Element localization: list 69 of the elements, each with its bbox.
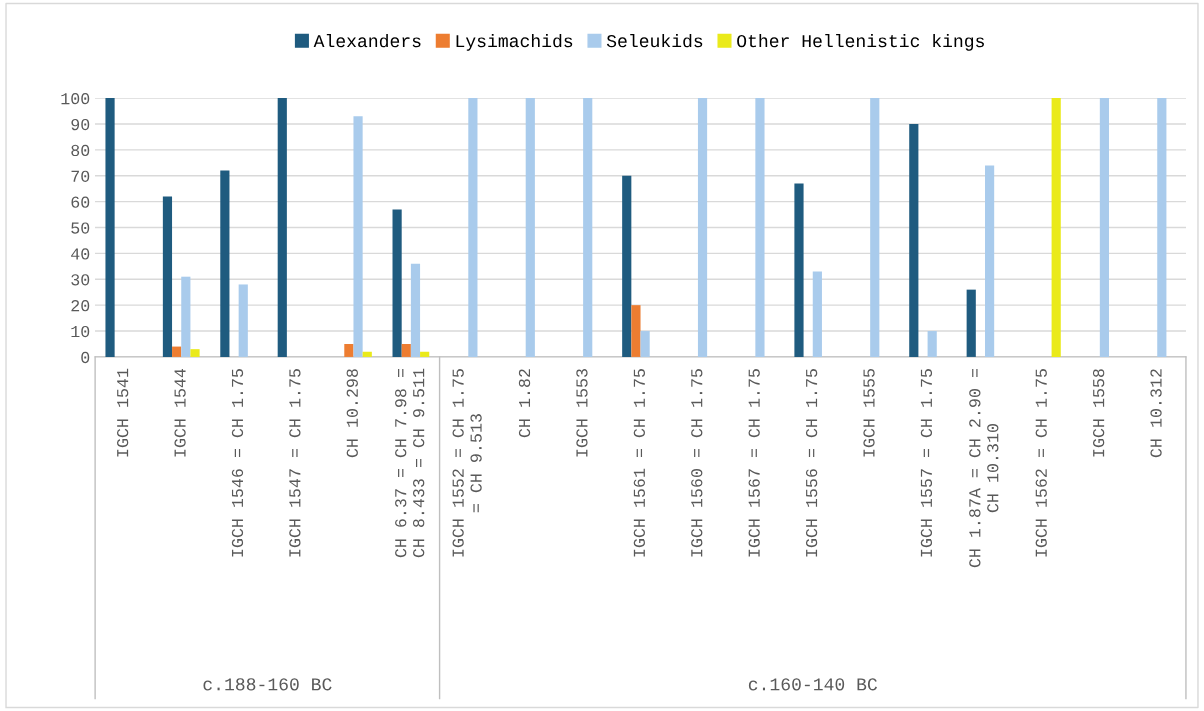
x-tick-label: IGCH 1562 = CH 1.75 bbox=[1035, 369, 1047, 557]
bar bbox=[344, 343, 354, 357]
bar bbox=[697, 98, 708, 357]
legend-label: Seleukids bbox=[606, 33, 703, 48]
x-tick-label: CH 1.87A = CH 2.90 = CH 10.310 bbox=[969, 369, 999, 568]
bar bbox=[812, 271, 822, 357]
x-tick-label: IGCH 1547 = CH 1.75 bbox=[289, 369, 301, 557]
bar bbox=[181, 276, 191, 357]
bar bbox=[755, 98, 765, 357]
bar bbox=[525, 98, 535, 357]
x-tick-label: IGCH 1546 = CH 1.75 bbox=[231, 369, 244, 557]
y-tick-label: 20 bbox=[71, 300, 90, 312]
y-tick-label: 60 bbox=[71, 196, 90, 208]
bar bbox=[622, 175, 632, 357]
legend-label: Alexanders bbox=[313, 33, 421, 48]
text: c.160-140 BC bbox=[748, 678, 877, 691]
x-tick-label: CH 6.37 = CH 7.98 = CH 8.433 = CH 9.511 bbox=[395, 368, 425, 558]
y-tick-label: 100 bbox=[61, 93, 90, 105]
bar bbox=[410, 263, 421, 357]
x-tick-label: CH 1.82 bbox=[518, 369, 531, 438]
text: c.188-160 BC bbox=[203, 678, 332, 691]
x-tick-label: CH 10.298 bbox=[346, 369, 358, 458]
y-tick-label: 50 bbox=[71, 222, 90, 234]
bar bbox=[1157, 98, 1167, 357]
bar bbox=[162, 196, 173, 357]
bar bbox=[794, 183, 804, 357]
x-tick-label: IGCH 1558 bbox=[1092, 369, 1105, 457]
y-tick-label: 10 bbox=[71, 325, 90, 338]
x-tick-label: IGCH 1555 bbox=[863, 369, 875, 457]
bar bbox=[362, 351, 372, 357]
y-tick-label: 70 bbox=[71, 170, 90, 182]
bar bbox=[190, 349, 200, 357]
bar bbox=[468, 98, 478, 357]
legend-label: Other Hellenistic kings bbox=[737, 33, 984, 51]
x-tick-label: IGCH 1552 = CH 1.75 = CH 9.513 bbox=[452, 369, 482, 557]
bar bbox=[870, 98, 880, 357]
y-tick-label: 40 bbox=[71, 248, 90, 260]
x-tick-label: IGCH 1561 = CH 1.75 bbox=[633, 369, 645, 557]
bar bbox=[583, 98, 593, 357]
bar bbox=[1051, 98, 1061, 357]
bar bbox=[392, 209, 402, 357]
bar bbox=[909, 124, 919, 357]
x-tick-label: CH 10.312 bbox=[1150, 369, 1162, 458]
bar bbox=[172, 346, 182, 357]
bar bbox=[420, 351, 430, 357]
bar bbox=[631, 305, 641, 357]
bar bbox=[105, 98, 115, 357]
x-tick-label: IGCH 1541 bbox=[116, 368, 129, 457]
bar bbox=[401, 343, 411, 357]
y-tick-label: 90 bbox=[71, 118, 90, 131]
x-tick-label: IGCH 1544 bbox=[174, 368, 186, 457]
bar bbox=[238, 284, 248, 357]
y-tick-label: 0 bbox=[81, 351, 90, 364]
bar bbox=[220, 170, 230, 357]
bar bbox=[966, 289, 976, 357]
bar bbox=[985, 165, 995, 357]
x-tick-label: IGCH 1557 = CH 1.75 bbox=[920, 369, 933, 557]
x-tick-label: IGCH 1553 bbox=[576, 369, 588, 457]
bar bbox=[640, 331, 650, 357]
x-tick-label: IGCH 1560 = CH 1.75 bbox=[691, 369, 703, 557]
bar bbox=[1099, 98, 1110, 357]
y-tick-label: 30 bbox=[71, 274, 90, 286]
legend-label: Lysimachids bbox=[456, 33, 573, 51]
x-tick-label: IGCH 1556 = CH 1.75 bbox=[805, 369, 818, 557]
x-tick-label: IGCH 1567 = CH 1.75 bbox=[748, 369, 760, 557]
bar bbox=[353, 116, 363, 357]
bar bbox=[927, 331, 937, 357]
y-tick-label: 80 bbox=[71, 144, 90, 157]
bar bbox=[277, 98, 287, 357]
